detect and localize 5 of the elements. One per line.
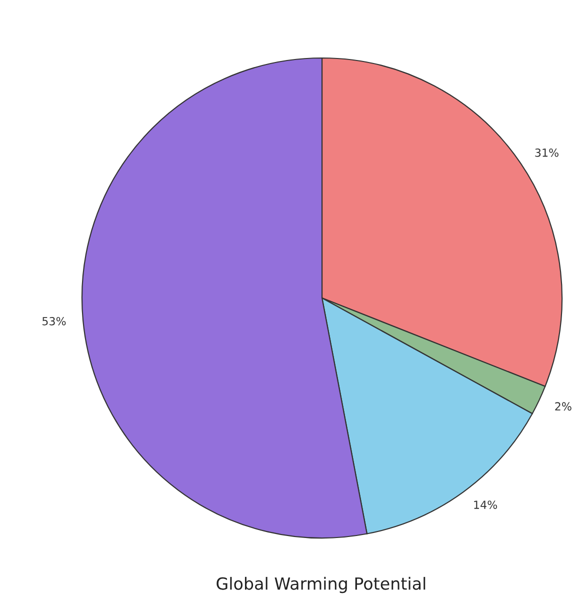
data-label: 2%: [555, 402, 572, 411]
data-label: 53%: [42, 316, 66, 326]
data-label: 14%: [474, 500, 498, 509]
data-label: 31%: [535, 148, 558, 157]
text: Global Warming Potential: [216, 576, 426, 594]
